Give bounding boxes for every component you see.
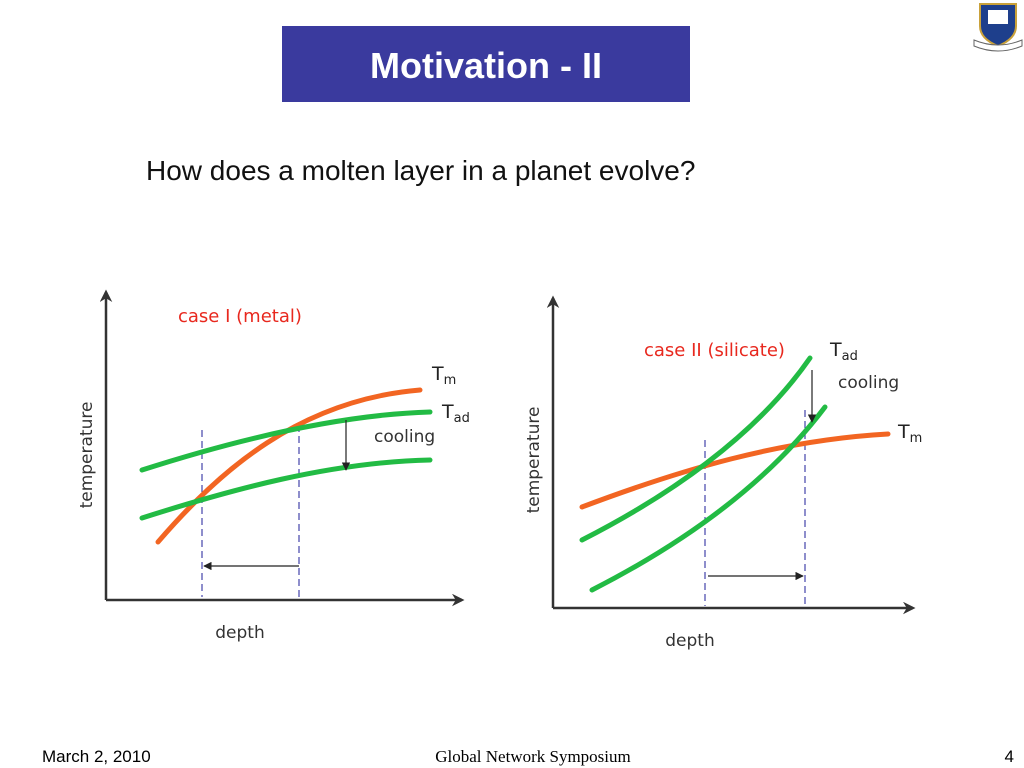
slide-title: Motivation - II	[370, 45, 602, 86]
y-axis-label: temperature	[77, 402, 97, 509]
diagram: case II (silicate) Tad Tm cooling temper…	[524, 295, 922, 651]
case-label: case II (silicate)	[644, 340, 785, 361]
footer-event: Global Network Symposium	[435, 747, 631, 766]
curve-label: Tm	[897, 421, 922, 446]
x-axis-label: depth	[665, 631, 714, 651]
x-axis-label: depth	[215, 623, 264, 643]
diagram: case I (metal) Tm Tad cooling temperatur…	[77, 289, 470, 643]
footer-date: March 2, 2010	[42, 747, 151, 766]
curve-label: Tad	[829, 339, 858, 364]
case-label: case I (metal)	[178, 306, 302, 327]
curve-label: Tad	[441, 401, 470, 426]
page-number: 4	[1005, 747, 1014, 766]
curve-label: Tm	[431, 363, 456, 388]
logo	[973, 3, 1023, 52]
y-axis-label: temperature	[524, 407, 544, 514]
question: How does a molten layer in a planet evol…	[146, 155, 695, 186]
title-box	[282, 26, 690, 102]
annotation: cooling	[838, 373, 899, 393]
annotation: cooling	[374, 427, 435, 447]
